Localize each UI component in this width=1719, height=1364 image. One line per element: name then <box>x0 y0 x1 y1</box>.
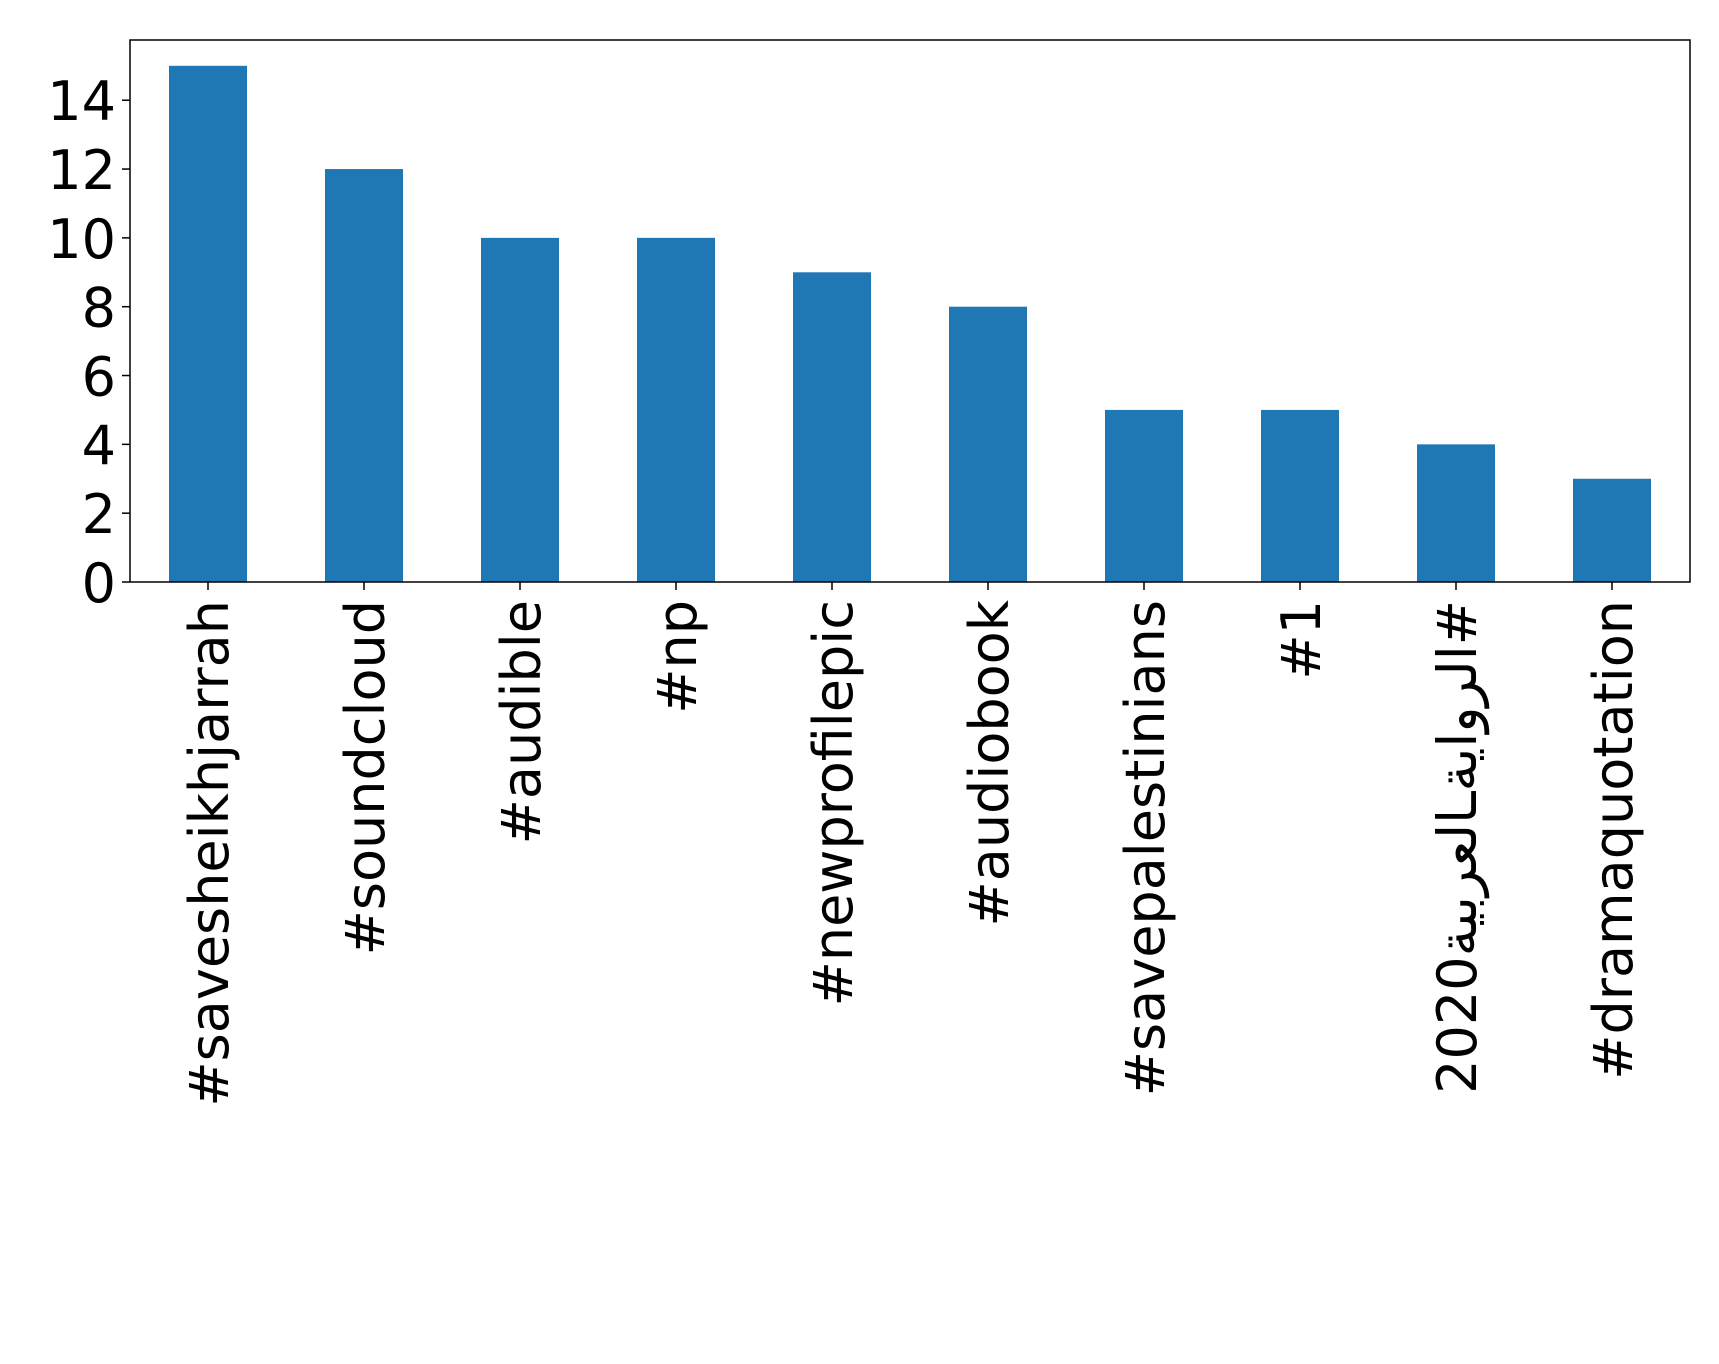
y-tick-label: 10 <box>47 208 116 271</box>
x-tick-label: #np <box>646 600 709 714</box>
x-axis: #savesheikhjarrah #soundcloud #audible #np #… <box>178 582 1645 1107</box>
bar <box>325 169 403 583</box>
bar <box>481 237 559 582</box>
x-tick-label: #الروايةـالعربية2020 <box>1426 600 1489 1094</box>
x-tick-label: #1 <box>1270 600 1333 680</box>
x-tick-label: #dramaquotation <box>1582 600 1645 1080</box>
y-tick-label: 2 <box>82 483 116 546</box>
y-tick-label: 0 <box>82 552 116 615</box>
y-tick-label: 14 <box>47 70 116 133</box>
x-tick-label: #soundcloud <box>334 600 397 955</box>
x-tick-label: #audiobook <box>958 599 1021 926</box>
bar <box>1105 409 1183 582</box>
y-tick-label: 6 <box>82 346 116 409</box>
bar <box>637 237 715 582</box>
bars-group <box>169 65 1651 583</box>
x-tick-label: #audible <box>490 600 553 844</box>
plot-frame <box>129 39 1691 583</box>
x-tick-label: #newprofilepic <box>802 600 865 1006</box>
bar <box>1417 444 1495 582</box>
bar <box>949 306 1027 582</box>
x-tick-label: #savesheikhjarrah <box>178 600 241 1107</box>
y-tick-label: 8 <box>82 277 116 340</box>
x-tick-label: #savepalestinians <box>1114 600 1177 1096</box>
bar <box>1573 478 1651 582</box>
bar <box>169 65 247 583</box>
bar <box>793 272 871 582</box>
y-tick-label: 4 <box>82 414 116 477</box>
y-tick-label: 12 <box>47 139 116 202</box>
bar <box>1261 409 1339 582</box>
